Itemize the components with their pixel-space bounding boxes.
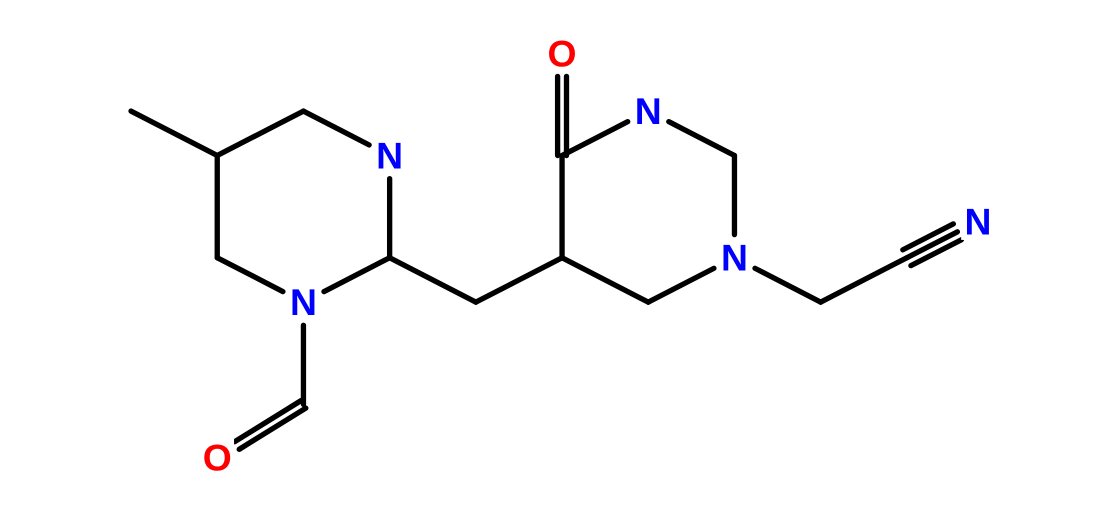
atom-label-N: N: [635, 90, 662, 132]
atom-label-N: N: [964, 200, 991, 242]
bond: [821, 258, 907, 302]
bond: [562, 258, 648, 302]
bond: [669, 122, 735, 156]
bond: [476, 258, 562, 302]
bond: [239, 408, 306, 449]
atom-label-O: O: [548, 32, 577, 74]
bond: [303, 111, 369, 145]
molecule-diagram: N N O N N O N: [0, 0, 1109, 511]
bond: [324, 258, 390, 292]
bond: [562, 122, 628, 156]
atom-label-O: O: [203, 437, 232, 479]
bond: [235, 401, 302, 442]
bond: [648, 268, 714, 302]
bond: [217, 111, 303, 155]
bond: [217, 258, 283, 292]
bond: [755, 268, 821, 302]
bond: [131, 111, 217, 155]
bond: [390, 258, 476, 302]
atom-label-N: N: [721, 237, 748, 279]
atom-label-N: N: [376, 135, 403, 177]
atom-label-N: N: [290, 281, 317, 323]
